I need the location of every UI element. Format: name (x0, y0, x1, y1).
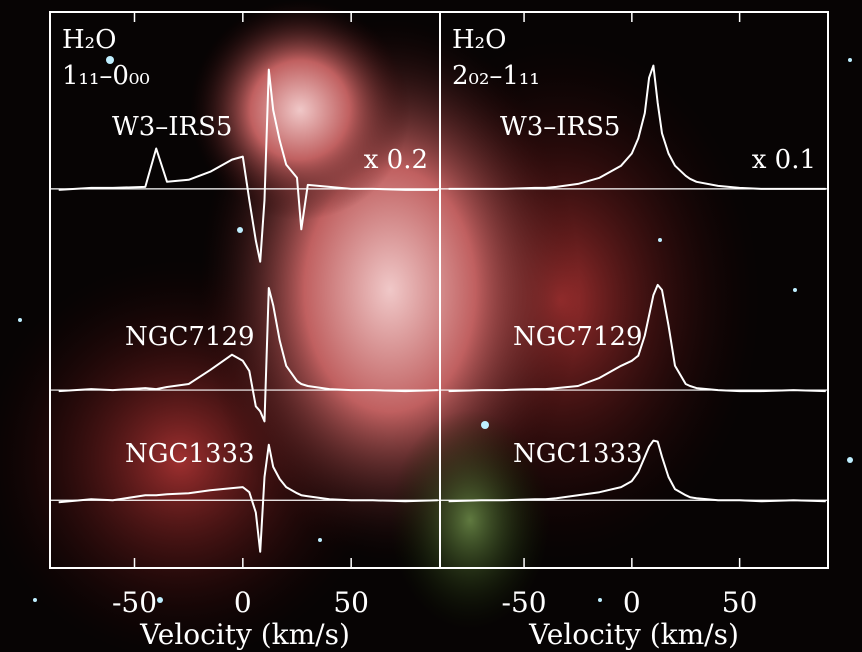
x-tick-label: -50 (112, 586, 157, 619)
series-label: NGC1333 (513, 439, 643, 469)
stars (18, 56, 853, 603)
spectrum (58, 68, 438, 263)
scale-label: x 0.1 (752, 145, 816, 175)
spectrum (58, 287, 438, 423)
series-label: NGC7129 (125, 322, 255, 352)
series-label: NGC7129 (513, 322, 643, 352)
transition: 1₁₁–0₀₀ (62, 61, 150, 91)
x-tick-label: 50 (333, 586, 369, 619)
spectrum (448, 439, 826, 503)
x-tick-label: -50 (502, 586, 547, 619)
spectrum (448, 64, 826, 190)
nebula (390, 410, 550, 630)
transition: 2₀₂–1₁₁ (452, 61, 540, 91)
scale-label: x 0.2 (364, 145, 428, 175)
series-label: NGC1333 (125, 439, 255, 469)
molecule: H₂O (452, 25, 506, 55)
panel-frame (439, 11, 829, 569)
series-label: W3–IRS5 (500, 112, 620, 142)
x-axis-label: Velocity (km/s) (528, 618, 739, 651)
spectrum (448, 283, 826, 393)
x-tick-label: 0 (623, 586, 641, 619)
spectrum (58, 443, 438, 553)
molecule: H₂O (62, 25, 116, 55)
x-tick-label: 0 (234, 586, 252, 619)
x-axis-label: Velocity (km/s) (139, 618, 350, 651)
x-tick-label: 50 (722, 586, 758, 619)
series-label: W3–IRS5 (112, 112, 232, 142)
nebula (190, 0, 410, 220)
